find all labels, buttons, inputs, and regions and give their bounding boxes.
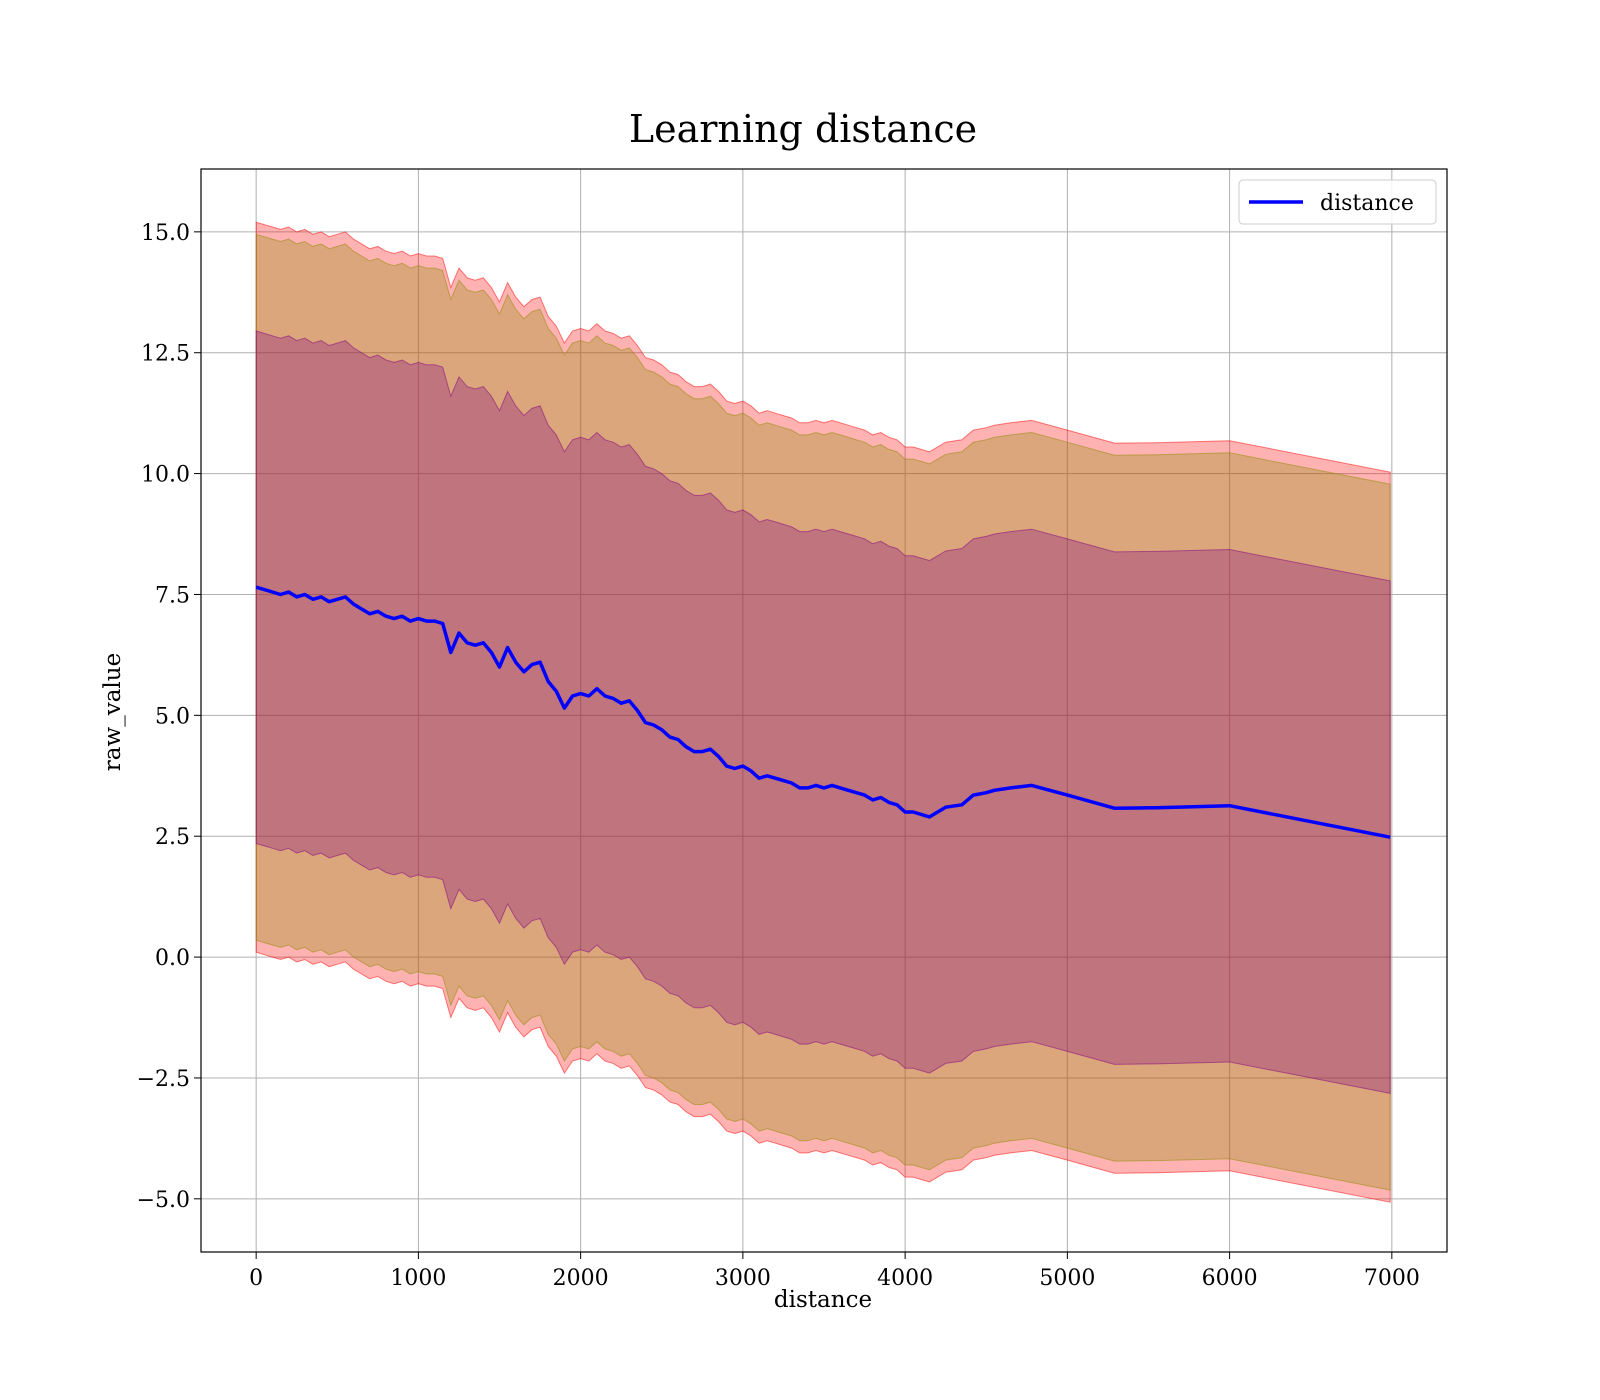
plot-area: 0 1000 2000 3000 4000 5000 6000 7000 −5.0 −2.5 0.0… [137,168,1448,1291]
axes-frame [200,168,1448,1253]
x-tick-label: 2000 [553,1266,609,1291]
y-tick-label: 15.0 [141,221,190,246]
y-tick-label: 10.0 [141,463,190,488]
x-tick-label: 4000 [877,1266,933,1291]
legend-label-distance: distance [1320,191,1414,216]
grid [201,169,1447,1252]
x-axis-label: distance [774,1287,872,1313]
y-tick-label: 7.5 [155,583,190,608]
y-tick-label: 5.0 [155,704,190,729]
x-tick-label: 6000 [1202,1266,1258,1291]
y-tick-label: 12.5 [141,342,190,367]
band-middle [255,233,1391,1191]
x-tick-label: 1000 [390,1266,446,1291]
legend-box [1238,179,1437,225]
y-tick-label: 2.5 [155,825,190,850]
chart-title: Learning distance [629,107,977,151]
y-tick-label: −5.0 [137,1188,190,1213]
x-tick-label: 5000 [1039,1266,1095,1291]
x-tick-label: 0 [249,1266,263,1291]
x-tick-label: 3000 [715,1266,771,1291]
series-line-distance [255,585,1391,839]
y-tick-label: −2.5 [137,1067,190,1092]
y-axis-label: raw_value [100,653,126,771]
x-tick-label: 7000 [1364,1266,1420,1291]
legend: distance [1238,179,1437,225]
y-tick-label: 0.0 [155,946,190,971]
band-outer [255,221,1391,1203]
band-inner [255,330,1391,1095]
